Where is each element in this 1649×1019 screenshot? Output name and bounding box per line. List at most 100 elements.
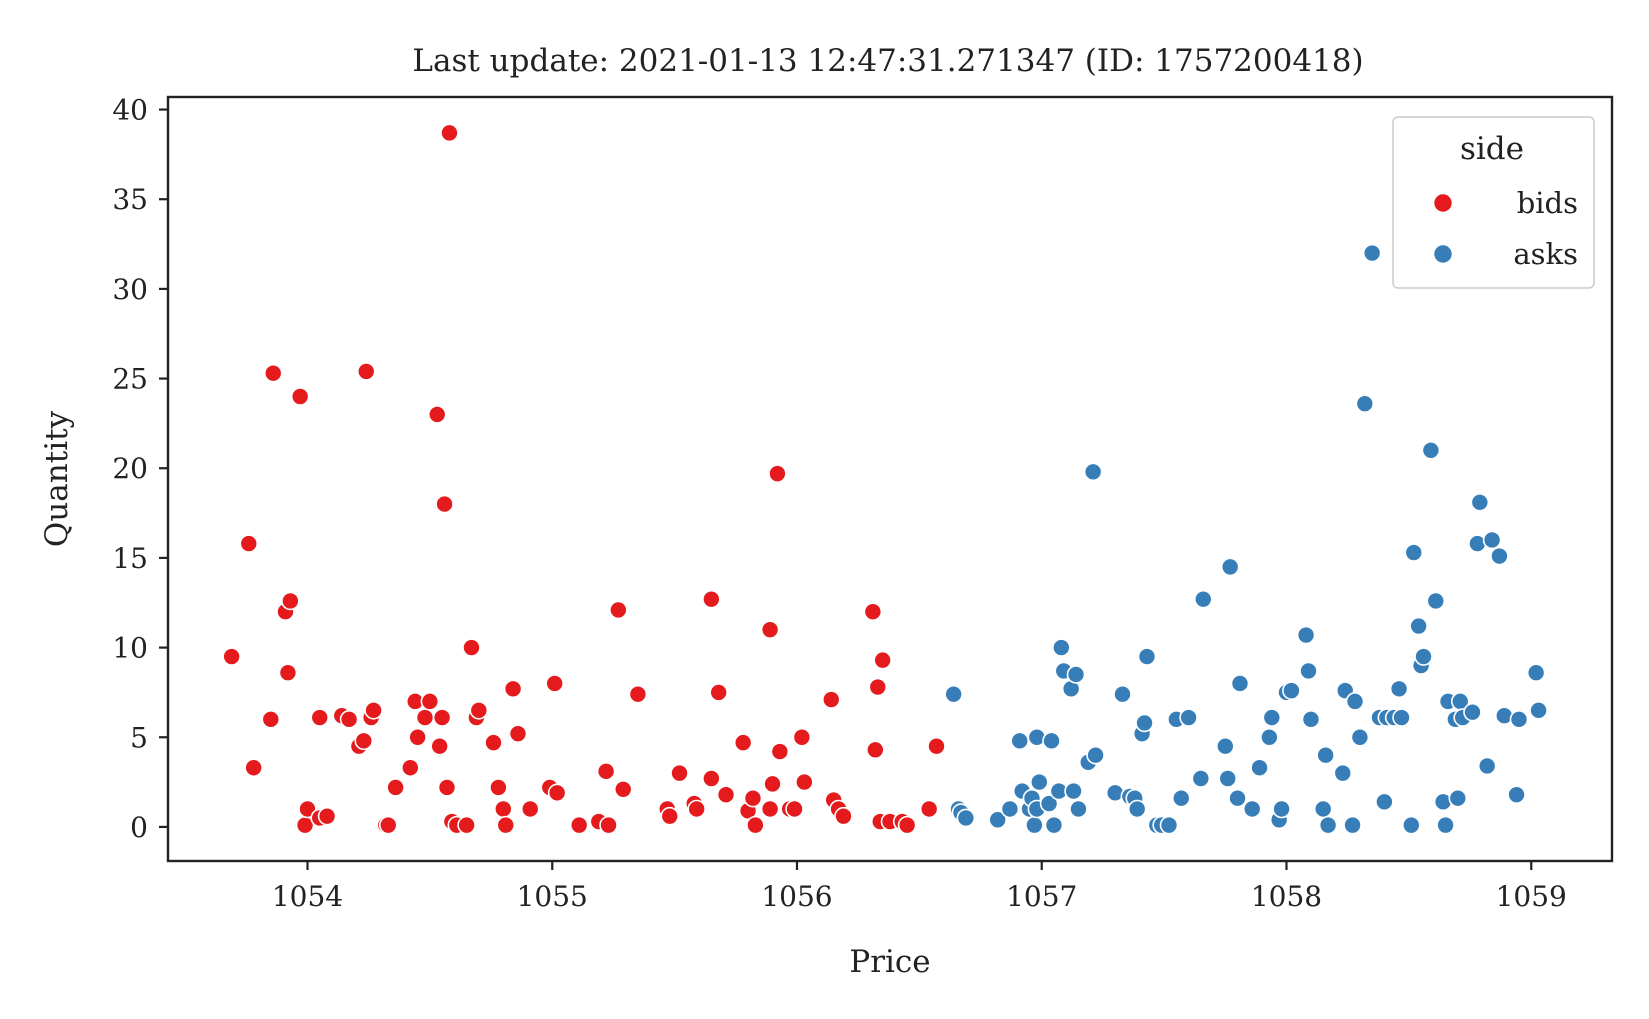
asks-point — [1333, 763, 1353, 783]
bids-point — [660, 806, 680, 826]
asks-point — [1448, 788, 1468, 808]
asks-point — [1029, 772, 1049, 792]
bids-point — [261, 710, 281, 729]
bids-point — [545, 674, 564, 693]
y-tick-label: 10 — [112, 632, 148, 665]
asks-point — [1250, 758, 1269, 778]
y-axis: 0 5 10 15 20 25 30 35 40 — [112, 94, 168, 844]
asks-point — [1426, 591, 1446, 611]
bids-point — [628, 684, 648, 704]
bids-point — [770, 742, 790, 761]
asks-point — [1191, 769, 1211, 788]
y-axis-label: Quantity — [39, 410, 75, 547]
bids-point — [873, 650, 892, 670]
x-tick-label: 1055 — [517, 880, 588, 913]
bids-point — [596, 762, 616, 781]
bids-point — [868, 677, 888, 697]
legend-label-bids: bids — [1517, 186, 1578, 220]
legend-marker-bids — [1432, 192, 1454, 214]
asks-point — [1375, 792, 1394, 812]
asks-point — [944, 684, 963, 704]
asks-point — [1025, 815, 1044, 835]
bids-point — [863, 602, 883, 622]
asks-point — [1402, 815, 1421, 835]
y-tick-label: 0 — [130, 811, 148, 844]
y-tick-label: 25 — [112, 363, 148, 396]
asks-point — [1193, 589, 1213, 609]
asks-point — [1526, 663, 1546, 682]
asks-point — [1218, 769, 1238, 788]
bids-point — [508, 724, 528, 743]
y-tick-label: 15 — [112, 542, 148, 575]
plot-frame — [166, 95, 1614, 863]
asks-point — [1127, 799, 1147, 819]
y-tick-label: 35 — [112, 183, 148, 216]
asks-point — [1069, 799, 1088, 819]
bids-point — [716, 785, 736, 804]
asks-point — [1316, 745, 1335, 765]
bids-point — [821, 690, 841, 709]
bids-point — [795, 772, 814, 792]
asks-point — [1066, 665, 1086, 684]
bids-point — [386, 778, 405, 797]
asks-point — [1301, 710, 1321, 729]
bids-point — [547, 783, 567, 803]
bids-point — [354, 731, 374, 751]
asks-point — [1507, 785, 1526, 804]
asks-point — [1282, 681, 1301, 700]
asks-point — [1482, 530, 1502, 550]
asks-point — [1404, 543, 1424, 562]
asks-point — [1230, 674, 1250, 693]
bids-point — [462, 638, 481, 657]
asks-point — [1409, 616, 1428, 636]
asks-point — [1343, 815, 1362, 835]
asks-point — [1421, 441, 1441, 460]
asks-point — [1362, 243, 1382, 263]
asks-point — [1262, 708, 1282, 727]
bids-point — [768, 464, 787, 483]
asks-point — [1137, 647, 1157, 666]
bids-point — [709, 683, 728, 702]
asks-point — [1179, 708, 1198, 727]
bids-point — [613, 779, 633, 799]
asks-point — [1529, 701, 1548, 720]
bids-point — [263, 363, 283, 383]
bids-point — [415, 708, 435, 727]
bids-point — [702, 589, 721, 609]
bids-point — [427, 405, 447, 424]
bids-point — [339, 710, 359, 729]
bids-point — [469, 701, 489, 720]
bids-point — [494, 799, 513, 819]
bids-point — [239, 534, 259, 553]
bids-point — [222, 647, 241, 666]
bids-point — [430, 736, 449, 756]
bids-point — [746, 815, 765, 835]
asks-point — [1228, 788, 1247, 808]
asks-point — [1345, 692, 1365, 711]
bids-point — [356, 362, 376, 381]
y-tick-label: 5 — [130, 721, 148, 754]
y-tick-label: 20 — [112, 452, 148, 485]
bids-point — [670, 763, 689, 783]
x-tick-label: 1059 — [1496, 880, 1567, 913]
asks-point — [1159, 815, 1179, 835]
x-tick-label: 1056 — [761, 880, 832, 913]
bids-point — [310, 708, 330, 727]
asks-point — [1272, 799, 1291, 819]
bids-point — [927, 736, 946, 756]
bids-point — [317, 806, 337, 826]
bids-point — [866, 740, 885, 760]
asks-point — [1044, 815, 1064, 835]
asks-point — [1389, 679, 1409, 699]
asks-point — [1477, 756, 1497, 776]
chart-title: Last update: 2021-01-13 12:47:31.271347 … — [412, 43, 1363, 79]
legend-title: side — [1460, 131, 1524, 167]
bids-point — [489, 778, 508, 797]
legend-marker-asks — [1432, 243, 1454, 265]
asks-point — [1064, 781, 1083, 801]
asks-point — [1350, 727, 1370, 747]
bids-point — [760, 799, 780, 819]
bids-point — [496, 815, 516, 835]
bids-point — [435, 494, 454, 514]
asks-point — [1113, 684, 1132, 704]
